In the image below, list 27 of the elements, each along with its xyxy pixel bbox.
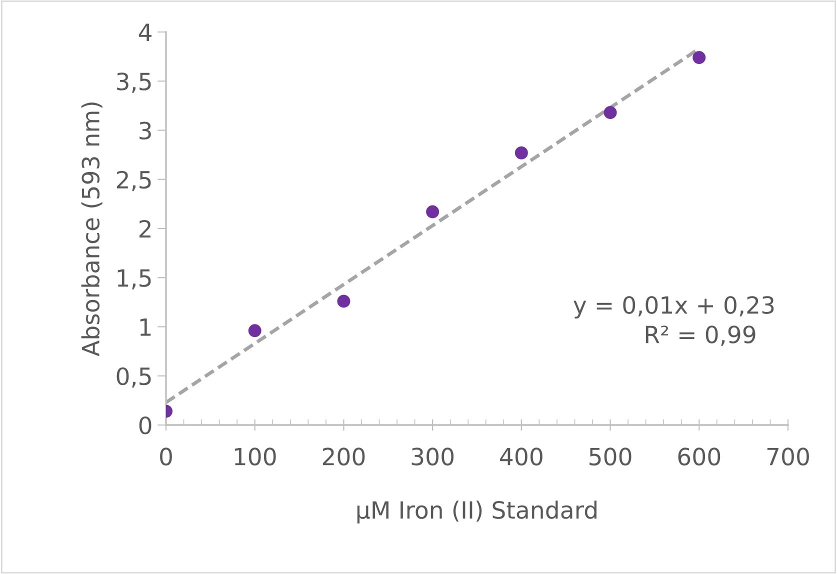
x-tick-label: 100 [234, 448, 276, 466]
point [248, 324, 262, 338]
y-axis-title: Absorbance (593 nm) [81, 102, 102, 356]
y-tick-label: 2,5 [116, 170, 151, 192]
y-tick-label: 3 [140, 122, 151, 140]
x-tick-label: 700 [767, 448, 809, 466]
point [514, 146, 528, 160]
x-axis-title: µM Iron (II) Standard [357, 500, 596, 524]
y-tick-label: 2 [140, 220, 150, 238]
y-tick-label: 0,5 [116, 367, 151, 388]
y-tick-label: 0 [139, 416, 152, 434]
point [692, 51, 706, 64]
x-tick-label: 300 [412, 448, 454, 466]
point [337, 294, 350, 308]
annotation: y = 0,01x + 0,23 [574, 296, 774, 319]
x-tick-label: 600 [678, 448, 720, 466]
annotation: R² = 0,99 [646, 326, 756, 346]
y-tick-label: 4 [138, 24, 152, 41]
x-tick-label: 200 [322, 448, 365, 466]
point [604, 106, 617, 120]
x-tick-label: 400 [500, 448, 542, 466]
x-tick-label: 500 [590, 448, 632, 466]
point [426, 205, 440, 218]
y-tick-label: 3,5 [117, 72, 151, 93]
y-tick-label: 1,5 [118, 269, 151, 290]
y-tick-label: 1 [140, 318, 151, 336]
x-tick-label: 0 [160, 448, 172, 466]
